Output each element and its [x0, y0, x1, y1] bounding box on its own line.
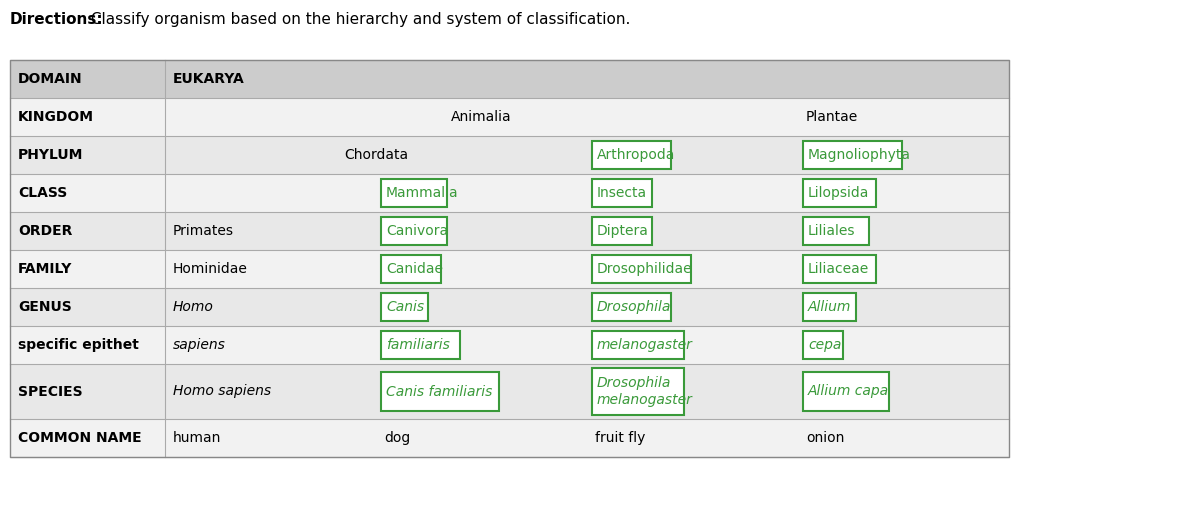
- Bar: [803, 255, 876, 283]
- Bar: [10, 98, 1009, 136]
- Text: Magnoliophyta: Magnoliophyta: [808, 148, 911, 162]
- Text: Canidae: Canidae: [386, 262, 443, 276]
- Bar: [592, 331, 684, 359]
- Text: EUKARYA: EUKARYA: [173, 72, 245, 86]
- Bar: [382, 179, 446, 207]
- Text: Liliaceae: Liliaceae: [808, 262, 869, 276]
- Text: Drosophila
melanogaster: Drosophila melanogaster: [598, 376, 692, 407]
- Text: ORDER: ORDER: [18, 224, 72, 238]
- Text: Classify organism based on the hierarchy and system of classification.: Classify organism based on the hierarchy…: [86, 12, 630, 27]
- Bar: [10, 60, 1009, 457]
- Text: KINGDOM: KINGDOM: [18, 110, 94, 124]
- Text: Directions:: Directions:: [10, 12, 103, 27]
- Text: PHYLUM: PHYLUM: [18, 148, 83, 162]
- Text: Drosophilidae: Drosophilidae: [598, 262, 692, 276]
- Text: Canivora: Canivora: [386, 224, 448, 238]
- Text: Canis: Canis: [386, 300, 424, 314]
- Text: melanogaster: melanogaster: [598, 338, 692, 352]
- Text: specific epithet: specific epithet: [18, 338, 139, 352]
- Bar: [10, 326, 1009, 364]
- Bar: [803, 293, 856, 321]
- Text: dog: dog: [384, 431, 410, 445]
- Bar: [592, 217, 652, 245]
- Text: fruit fly: fruit fly: [595, 431, 646, 445]
- Bar: [382, 293, 427, 321]
- Bar: [10, 60, 1009, 98]
- Bar: [382, 331, 460, 359]
- Text: Diptera: Diptera: [598, 224, 649, 238]
- Bar: [10, 419, 1009, 457]
- Bar: [592, 293, 671, 321]
- Text: Liliales: Liliales: [808, 224, 856, 238]
- Text: cepa: cepa: [808, 338, 841, 352]
- Text: CLASS: CLASS: [18, 186, 67, 200]
- Text: familiaris: familiaris: [386, 338, 450, 352]
- Text: Homo sapiens: Homo sapiens: [173, 385, 271, 399]
- Text: Primates: Primates: [173, 224, 234, 238]
- Bar: [592, 141, 671, 169]
- Text: human: human: [173, 431, 221, 445]
- Bar: [803, 217, 869, 245]
- Text: Homo: Homo: [173, 300, 214, 314]
- Text: Allium: Allium: [808, 300, 851, 314]
- Bar: [382, 372, 499, 412]
- Bar: [382, 217, 446, 245]
- Bar: [803, 331, 842, 359]
- Bar: [10, 136, 1009, 174]
- Text: onion: onion: [806, 431, 845, 445]
- Bar: [10, 364, 1009, 419]
- Bar: [592, 179, 652, 207]
- Bar: [382, 255, 440, 283]
- Text: Lilopsida: Lilopsida: [808, 186, 869, 200]
- Bar: [10, 250, 1009, 288]
- Bar: [592, 255, 690, 283]
- Text: Allium capa: Allium capa: [808, 385, 889, 399]
- Text: FAMILY: FAMILY: [18, 262, 72, 276]
- Text: sapiens: sapiens: [173, 338, 226, 352]
- Text: Chordata: Chordata: [344, 148, 408, 162]
- Text: COMMON NAME: COMMON NAME: [18, 431, 142, 445]
- Bar: [803, 372, 888, 412]
- Text: SPECIES: SPECIES: [18, 385, 83, 399]
- Bar: [10, 212, 1009, 250]
- Bar: [803, 179, 876, 207]
- Text: Animalia: Animalia: [451, 110, 512, 124]
- Text: Canis familiaris: Canis familiaris: [386, 385, 492, 399]
- Text: Insecta: Insecta: [598, 186, 647, 200]
- Bar: [10, 174, 1009, 212]
- Text: Arthropoda: Arthropoda: [598, 148, 676, 162]
- Text: Drosophila: Drosophila: [598, 300, 671, 314]
- Text: DOMAIN: DOMAIN: [18, 72, 83, 86]
- Text: GENUS: GENUS: [18, 300, 72, 314]
- Text: Plantae: Plantae: [806, 110, 858, 124]
- Bar: [10, 288, 1009, 326]
- Text: Hominidae: Hominidae: [173, 262, 248, 276]
- Bar: [803, 141, 901, 169]
- Text: Mammalia: Mammalia: [386, 186, 458, 200]
- Bar: [592, 368, 684, 415]
